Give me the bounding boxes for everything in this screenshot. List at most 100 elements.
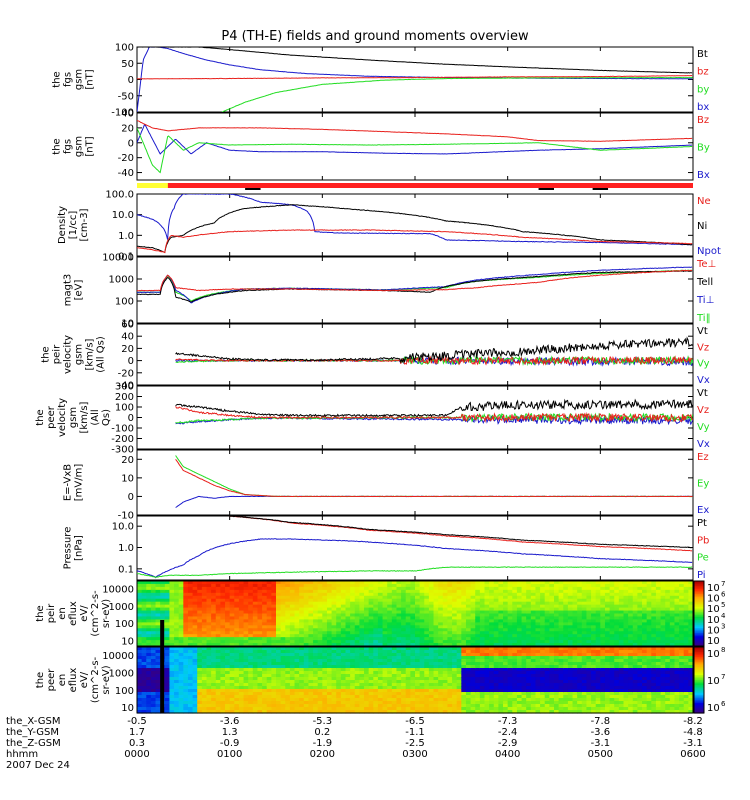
spectrogram-cell — [382, 637, 388, 641]
spectrogram-cell — [285, 643, 291, 647]
spectrogram-cell — [331, 581, 337, 585]
spectrogram-cell — [456, 589, 462, 594]
spectrogram-cell — [651, 637, 657, 641]
spectrogram-cell — [238, 662, 245, 666]
spectrogram-cell — [192, 665, 198, 669]
legend-entry: Vx — [697, 439, 710, 450]
spectrogram-cell — [350, 653, 356, 657]
spectrogram-cell — [438, 659, 444, 663]
spectrogram-cell — [178, 628, 184, 632]
spectrogram-cell — [461, 616, 467, 620]
spectrogram-cell — [377, 701, 384, 705]
spectrogram-cell — [174, 583, 180, 588]
spectrogram-cell — [632, 640, 638, 644]
spectrogram-cell — [419, 613, 425, 618]
spectrogram-cell — [521, 686, 527, 690]
spectrogram-cell — [299, 595, 305, 600]
spectrogram-cell — [201, 631, 208, 635]
spectrogram-cell — [257, 619, 263, 623]
spectrogram-cell — [655, 622, 662, 626]
spectrogram-cell — [266, 643, 272, 647]
spectrogram-cell — [507, 677, 513, 681]
y-axis-label: [nT] — [85, 69, 96, 89]
spectrogram-cell — [628, 592, 634, 597]
spectrogram-cell — [266, 631, 272, 635]
spectrogram-cell — [591, 625, 597, 629]
spectrogram-cell — [614, 595, 620, 600]
spectrogram-cell — [257, 668, 263, 672]
spectrogram-cell — [211, 637, 217, 641]
spectrogram-cell — [364, 689, 370, 693]
spectrogram-cell — [141, 628, 147, 632]
spectrogram-cell — [276, 640, 282, 644]
spectrogram-cell — [220, 680, 226, 684]
spectrogram-cell — [521, 616, 527, 620]
spectrogram-cell — [313, 631, 319, 635]
spectrogram-cell — [285, 589, 291, 594]
spectrogram-cell — [215, 610, 221, 615]
spectrogram-cell — [433, 581, 439, 585]
spectrogram-cell — [637, 640, 643, 644]
spectrogram-cell — [415, 710, 421, 714]
spectrogram-cell — [192, 668, 198, 672]
spectrogram-cell — [174, 707, 180, 711]
spectrogram-cell — [396, 640, 402, 644]
spectrogram-cell — [289, 698, 296, 702]
spectrogram-cell — [674, 604, 680, 609]
spectrogram-cell — [456, 643, 462, 647]
spectrogram-cell — [373, 650, 379, 654]
spectrogram-cell — [465, 625, 472, 629]
spectrogram-cell — [215, 634, 221, 638]
spectrogram-cell — [405, 662, 411, 666]
spectrogram-cell — [225, 701, 231, 705]
spectrogram-cell — [160, 607, 166, 612]
spectrogram-cell — [447, 625, 453, 629]
spectrogram-cell — [401, 680, 407, 684]
spectrogram-cell — [141, 592, 147, 597]
spectrogram-cell — [238, 640, 245, 644]
spectrogram-cell — [266, 592, 272, 597]
spectrogram-cell — [484, 598, 490, 603]
spectrogram-cell — [178, 686, 184, 690]
spectrogram-cell — [382, 595, 388, 600]
spectrogram-cell — [526, 613, 532, 618]
spectrogram-cell — [452, 601, 458, 606]
spectrogram-cell — [345, 686, 351, 690]
legend-entry: Ne — [697, 196, 711, 207]
spectrogram-cell — [340, 622, 347, 626]
spectrogram-cell — [187, 689, 194, 693]
spectrogram-cell — [183, 619, 189, 623]
spectrogram-cell — [146, 707, 152, 711]
spectrogram-cell — [308, 607, 314, 612]
spectrogram-cell — [479, 683, 486, 687]
spectrogram-cell — [262, 668, 268, 672]
spectrogram-cell — [359, 592, 365, 597]
spectrogram-cell — [544, 589, 550, 594]
spectrogram-cell — [447, 598, 453, 603]
spectrogram-cell — [512, 710, 518, 714]
spectrogram-cell — [442, 601, 449, 606]
spectrogram-cell — [535, 581, 541, 585]
spectrogram-cell — [391, 604, 398, 609]
spectrogram-cell — [665, 583, 671, 588]
spectrogram-cell — [174, 689, 180, 693]
spectrogram-cell — [581, 610, 588, 615]
spectrogram-cell — [368, 683, 374, 687]
spectrogram-cell — [373, 668, 379, 672]
spectrogram-cell — [387, 581, 393, 585]
spectrogram-cell — [465, 701, 472, 705]
spectrogram-cell — [410, 656, 416, 660]
spectrogram-cell — [646, 604, 652, 609]
spectrogram-cell — [479, 674, 486, 678]
spectrogram-cell — [410, 650, 416, 654]
spectrogram-cell — [591, 595, 597, 600]
spectrogram-cell — [150, 677, 157, 681]
y-axis-label: fgs — [63, 72, 74, 87]
spectrogram-cell — [276, 643, 282, 647]
spectrogram-cell — [452, 598, 458, 603]
spectrogram-cell — [276, 586, 282, 591]
spectrogram-cell — [507, 598, 513, 603]
colorbar-cell — [694, 633, 704, 636]
spectrogram-cell — [197, 695, 203, 699]
